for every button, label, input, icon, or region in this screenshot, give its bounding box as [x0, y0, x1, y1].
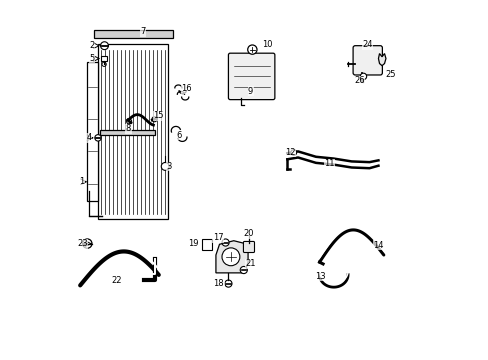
- FancyBboxPatch shape: [352, 46, 382, 75]
- Text: 19: 19: [188, 239, 199, 248]
- Text: 7: 7: [140, 27, 145, 36]
- Circle shape: [161, 162, 169, 170]
- Text: 24: 24: [362, 40, 372, 49]
- Text: 10: 10: [262, 40, 272, 49]
- Text: 23: 23: [77, 239, 87, 248]
- Polygon shape: [216, 241, 247, 273]
- Circle shape: [95, 135, 101, 141]
- Circle shape: [82, 239, 92, 248]
- FancyBboxPatch shape: [228, 53, 274, 100]
- Text: 16: 16: [181, 84, 192, 93]
- Text: 14: 14: [373, 240, 383, 249]
- Text: 26: 26: [353, 76, 364, 85]
- Circle shape: [101, 42, 108, 50]
- FancyBboxPatch shape: [100, 130, 155, 135]
- Text: 25: 25: [384, 70, 395, 79]
- Text: 20: 20: [243, 229, 254, 238]
- Circle shape: [247, 45, 257, 54]
- Text: 12: 12: [285, 148, 295, 157]
- Text: 11: 11: [324, 159, 334, 168]
- Text: 22: 22: [111, 276, 122, 285]
- Text: 21: 21: [245, 260, 256, 269]
- Circle shape: [224, 280, 231, 287]
- Text: 13: 13: [314, 272, 325, 281]
- Circle shape: [290, 150, 296, 156]
- Circle shape: [222, 239, 229, 246]
- Text: 3: 3: [166, 162, 171, 171]
- Circle shape: [222, 248, 240, 266]
- FancyBboxPatch shape: [243, 242, 254, 252]
- Text: 5: 5: [89, 54, 94, 63]
- Text: 2: 2: [89, 41, 94, 50]
- Polygon shape: [101, 56, 107, 61]
- Polygon shape: [378, 54, 385, 66]
- Polygon shape: [201, 239, 212, 249]
- Circle shape: [240, 266, 247, 274]
- Text: 9: 9: [247, 87, 253, 96]
- Circle shape: [360, 73, 366, 80]
- FancyBboxPatch shape: [94, 30, 173, 38]
- Text: 18: 18: [213, 279, 224, 288]
- Text: 8: 8: [125, 125, 131, 134]
- Text: 17: 17: [212, 233, 223, 242]
- Polygon shape: [87, 62, 98, 202]
- Text: 6: 6: [177, 131, 182, 140]
- Text: 1: 1: [79, 177, 84, 186]
- Text: 4: 4: [86, 133, 91, 142]
- Text: 15: 15: [153, 111, 163, 120]
